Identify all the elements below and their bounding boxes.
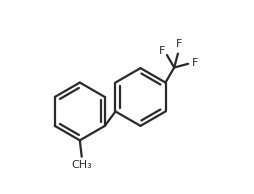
Text: CH₃: CH₃	[71, 160, 92, 170]
Text: F: F	[176, 40, 182, 49]
Text: F: F	[192, 58, 199, 68]
Text: F: F	[158, 46, 165, 56]
